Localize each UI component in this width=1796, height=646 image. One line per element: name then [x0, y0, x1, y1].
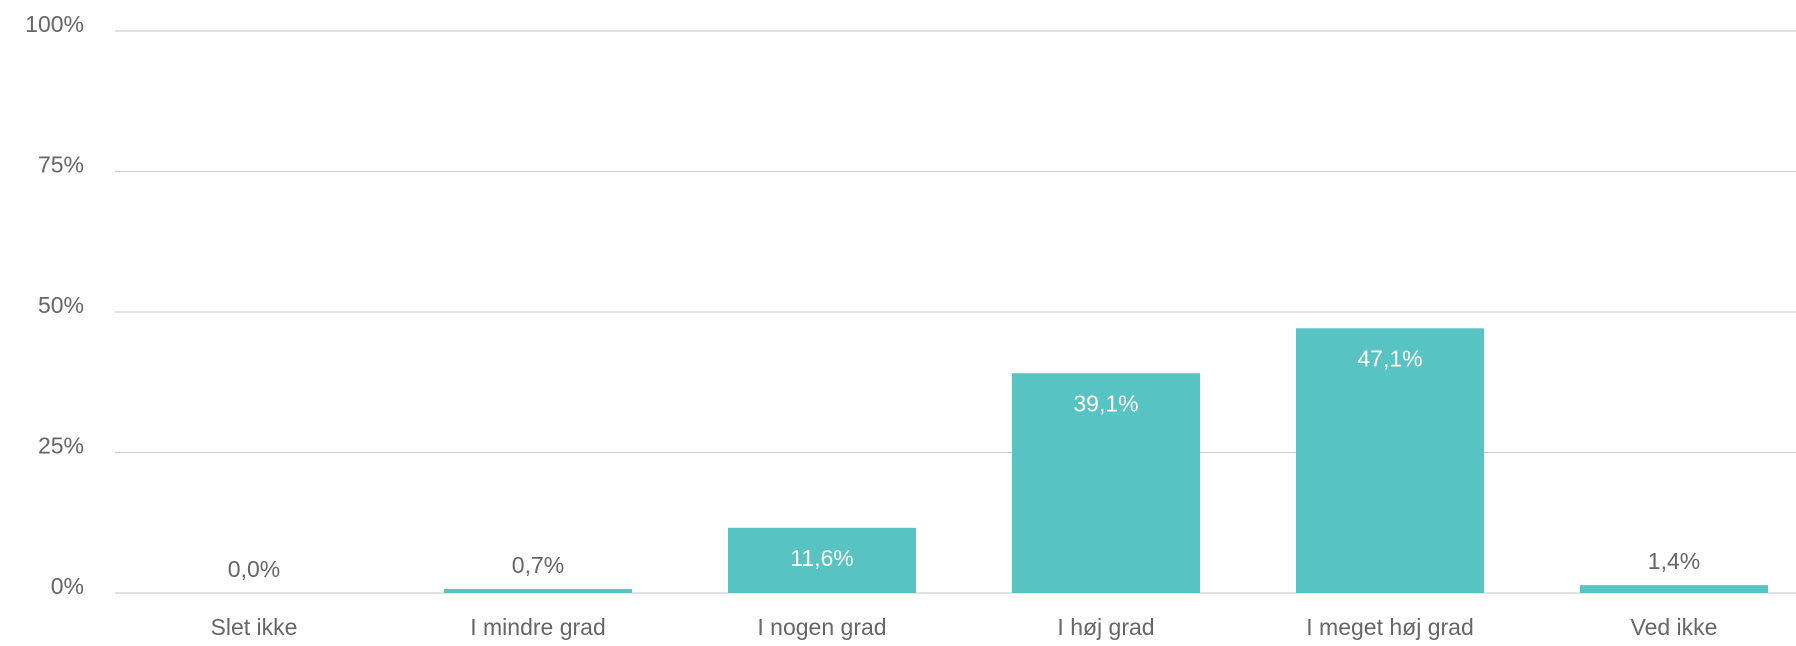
y-tick-label: 50%	[38, 292, 84, 318]
value-label: 47,1%	[1357, 345, 1422, 371]
value-label: 0,7%	[512, 552, 564, 578]
y-tick-label: 75%	[38, 152, 84, 178]
bar	[728, 527, 916, 593]
x-tick-label: I mindre grad	[470, 614, 606, 640]
x-tick-label: I meget høj grad	[1306, 614, 1473, 640]
value-label: 0,0%	[228, 556, 280, 582]
y-tick-label: 100%	[25, 11, 84, 37]
bar	[1580, 585, 1768, 593]
value-label: 39,1%	[1073, 390, 1138, 416]
y-tick-label: 25%	[38, 433, 84, 459]
value-label: 11,6%	[790, 545, 854, 571]
x-tick-label: I høj grad	[1057, 614, 1154, 640]
bar	[444, 589, 632, 593]
x-tick-label: Slet ikke	[211, 614, 298, 640]
x-tick-label: Ved ikke	[1631, 614, 1718, 640]
x-tick-label: I nogen grad	[757, 614, 886, 640]
bar	[1012, 373, 1200, 593]
bar	[1296, 328, 1484, 593]
y-tick-label: 0%	[51, 573, 84, 599]
value-label: 1,4%	[1648, 548, 1700, 574]
